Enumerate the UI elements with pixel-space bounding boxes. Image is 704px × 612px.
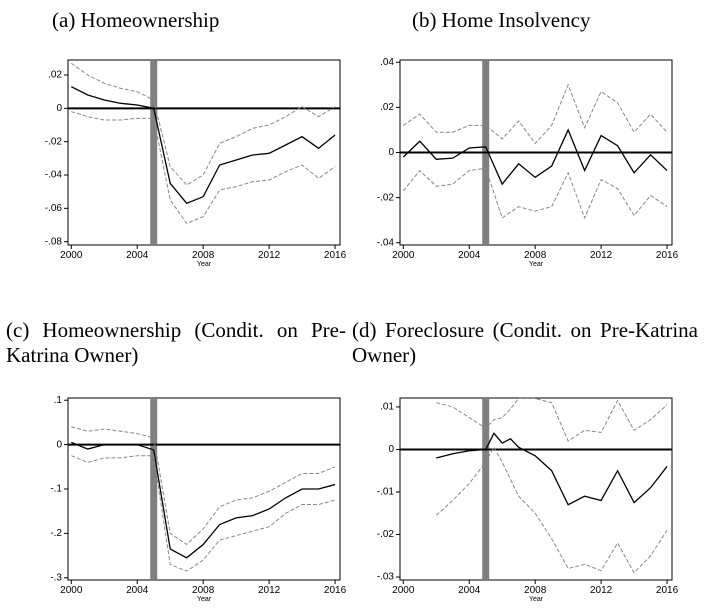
y-tick-label: -.01	[377, 487, 395, 498]
event-line	[482, 398, 490, 580]
plot-frame	[67, 397, 341, 581]
y-tick-label: -.02	[377, 529, 395, 540]
y-tick-label: -.04	[45, 170, 63, 181]
y-tick-label: .1	[54, 395, 63, 406]
event-line	[150, 60, 158, 245]
ci-line	[71, 111, 336, 224]
ci-line	[71, 455, 336, 572]
y-tick-label: 0	[56, 103, 62, 114]
estimate-line	[402, 128, 668, 186]
x-tick-label: 2004	[458, 585, 481, 596]
estimate-line	[71, 86, 336, 205]
ci-line	[435, 446, 668, 574]
event-line	[150, 398, 158, 580]
x-tick-label: 2008	[192, 585, 215, 596]
ci-line	[402, 167, 668, 220]
y-tick-label: .01	[380, 402, 394, 413]
ci-line	[71, 62, 336, 186]
y-tick-label: .04	[380, 57, 394, 68]
x-tick-label: 2004	[126, 585, 149, 596]
x-axis-label: Year	[529, 261, 544, 268]
y-tick-label: .02	[48, 70, 62, 81]
y-tick-label: .02	[380, 102, 394, 113]
y-tick-label: 0	[388, 444, 394, 455]
x-tick-label: 2016	[324, 585, 347, 596]
x-tick-label: 2000	[60, 250, 83, 261]
ci-line	[403, 83, 668, 145]
x-tick-label: 2008	[524, 585, 547, 596]
y-tick-label: -.2	[50, 528, 62, 539]
x-tick-label: 2016	[656, 585, 679, 596]
y-tick-label: -.3	[50, 572, 62, 583]
y-tick-label: -.06	[45, 203, 63, 214]
y-tick-label: -.02	[45, 136, 63, 147]
estimate-line	[71, 441, 336, 559]
y-tick-label: -.1	[50, 484, 62, 495]
panel-title: (c) Homeownership (Condit. on Pre-Katrin…	[6, 318, 346, 367]
x-axis-label: Year	[529, 596, 544, 603]
x-tick-label: 2016	[656, 250, 679, 261]
ci-line	[71, 426, 336, 546]
plot-frame	[67, 59, 341, 246]
x-tick-label: 2012	[258, 585, 281, 596]
plot-frame	[399, 397, 673, 581]
panel-title: (d) Foreclosure (Condit. on Pre-Katrina …	[352, 318, 698, 367]
x-tick-label: 2004	[458, 250, 481, 261]
y-tick-label: -.04	[377, 237, 395, 248]
x-tick-label: 2000	[392, 585, 415, 596]
x-axis-label: Year	[197, 261, 212, 268]
y-tick-label: 0	[388, 147, 394, 158]
panel-title: (a) Homeownership	[52, 8, 220, 32]
ci-line	[436, 397, 668, 442]
panel-title: (b) Home Insolvency	[412, 8, 591, 32]
estimate-line	[436, 432, 668, 506]
y-tick-label: -.08	[45, 236, 63, 247]
y-tick-label: -.03	[377, 572, 395, 583]
x-tick-label: 2012	[590, 250, 613, 261]
x-tick-label: 2012	[590, 585, 613, 596]
y-tick-label: -.02	[377, 192, 395, 203]
x-tick-label: 2000	[392, 250, 415, 261]
y-tick-label: 0	[56, 439, 62, 450]
x-tick-label: 2016	[324, 250, 347, 261]
x-tick-label: 2012	[258, 250, 281, 261]
x-tick-label: 2008	[524, 250, 547, 261]
x-tick-label: 2004	[126, 250, 149, 261]
x-tick-label: 2000	[60, 585, 83, 596]
x-tick-label: 2008	[192, 250, 215, 261]
x-axis-label: Year	[197, 596, 212, 603]
